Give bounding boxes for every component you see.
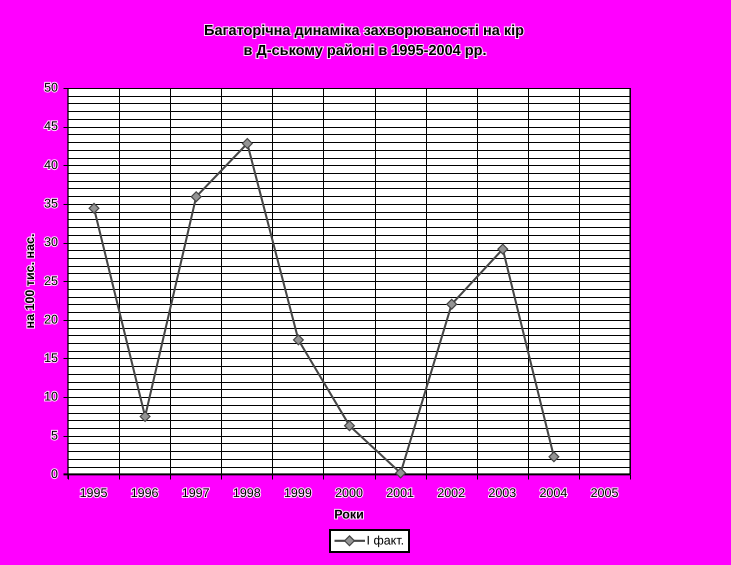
- svg-text:10: 10: [44, 390, 58, 404]
- svg-text:1996: 1996: [131, 486, 159, 500]
- svg-text:2005: 2005: [591, 486, 619, 500]
- svg-text:І факт.: І факт.: [367, 533, 405, 547]
- svg-text:20: 20: [44, 312, 58, 326]
- svg-text:в Д-ському районі в 1995-2004: в Д-ському районі в 1995-2004 рр.: [243, 43, 486, 59]
- svg-text:35: 35: [44, 197, 58, 211]
- svg-text:0: 0: [51, 467, 58, 481]
- svg-text:1997: 1997: [182, 486, 210, 500]
- svg-text:30: 30: [44, 235, 58, 249]
- svg-text:2002: 2002: [437, 486, 465, 500]
- svg-text:на 100 тис. нас.: на 100 тис. нас.: [23, 234, 37, 329]
- svg-text:1995: 1995: [80, 486, 108, 500]
- svg-text:50: 50: [44, 81, 58, 95]
- svg-text:1999: 1999: [284, 486, 312, 500]
- svg-text:15: 15: [44, 351, 58, 365]
- svg-text:2001: 2001: [386, 486, 414, 500]
- svg-text:40: 40: [44, 158, 58, 172]
- svg-text:Багаторічна динаміка захворюва: Багаторічна динаміка захворюваності на к…: [204, 23, 524, 39]
- svg-text:2000: 2000: [335, 486, 363, 500]
- svg-text:2004: 2004: [539, 486, 567, 500]
- svg-text:45: 45: [44, 119, 58, 133]
- svg-text:1998: 1998: [233, 486, 261, 500]
- svg-text:Роки: Роки: [334, 508, 364, 522]
- svg-text:5: 5: [51, 428, 58, 442]
- svg-text:2003: 2003: [488, 486, 516, 500]
- svg-text:25: 25: [44, 274, 58, 288]
